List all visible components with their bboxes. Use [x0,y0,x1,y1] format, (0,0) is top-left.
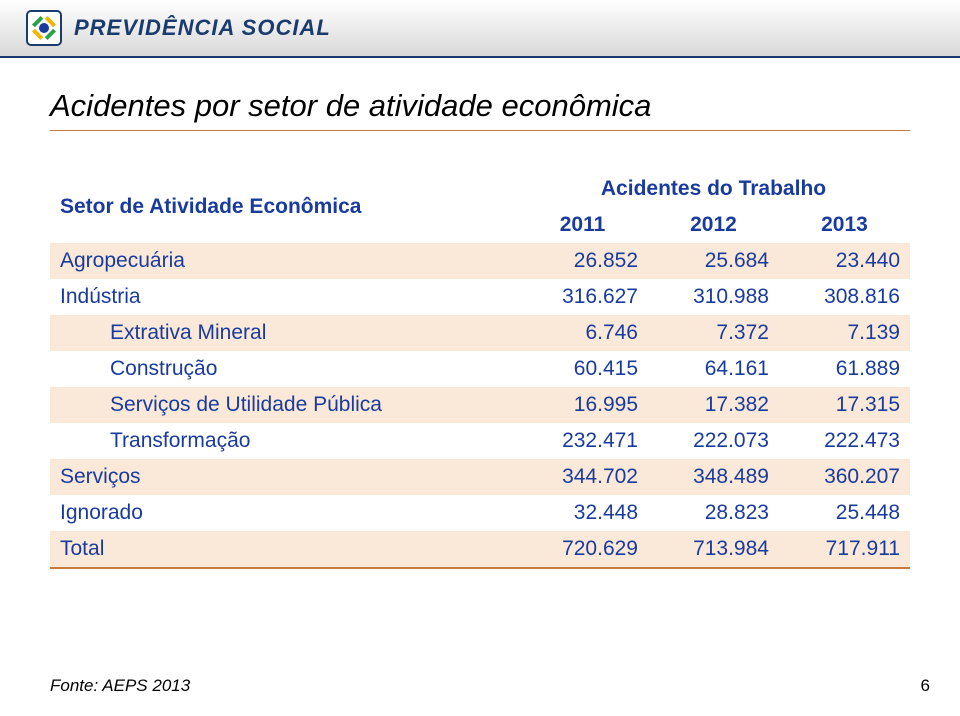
cell-value: 25.448 [779,495,910,531]
th-year-0: 2011 [517,207,648,243]
cell-value: 60.415 [517,351,648,387]
cell-value: 232.471 [517,423,648,459]
cell-value: 17.382 [648,387,779,423]
cell-value: 23.440 [779,243,910,279]
brand-name: PREVIDÊNCIA SOCIAL [74,15,331,41]
cell-value: 6.746 [517,315,648,351]
table-row: Serviços de Utilidade Pública16.99517.38… [50,387,910,423]
row-label: Construção [50,351,517,387]
cell-value: 222.073 [648,423,779,459]
table-row: Transformação232.471222.073222.473 [50,423,910,459]
cell-value: 64.161 [648,351,779,387]
cell-value: 344.702 [517,459,648,495]
th-year-1: 2012 [648,207,779,243]
source-note: Fonte: AEPS 2013 [50,676,190,696]
table-row: Indústria316.627310.988308.816 [50,279,910,315]
th-group: Acidentes do Trabalho [517,171,910,207]
cell-value: 25.684 [648,243,779,279]
row-label: Extrativa Mineral [50,315,517,351]
table-head: Setor de Atividade Econômica Acidentes d… [50,171,910,243]
cell-value: 713.984 [648,531,779,568]
page-number: 6 [921,676,930,696]
row-label: Agropecuária [50,243,517,279]
cell-value: 316.627 [517,279,648,315]
cell-value: 717.911 [779,531,910,568]
cell-value: 32.448 [517,495,648,531]
cell-value: 308.816 [779,279,910,315]
table-row: Serviços344.702348.489360.207 [50,459,910,495]
header-band: PREVIDÊNCIA SOCIAL [0,0,960,58]
row-label: Total [50,531,517,568]
table-body: Agropecuária26.85225.68423.440Indústria3… [50,243,910,568]
row-label: Transformação [50,423,517,459]
cell-value: 348.489 [648,459,779,495]
data-table: Setor de Atividade Econômica Acidentes d… [50,171,910,569]
cell-value: 17.315 [779,387,910,423]
brand-mark-icon [24,8,64,48]
cell-value: 360.207 [779,459,910,495]
cell-value: 26.852 [517,243,648,279]
cell-value: 16.995 [517,387,648,423]
page-title: Acidentes por setor de atividade econômi… [50,88,910,131]
th-sector: Setor de Atividade Econômica [50,171,517,243]
row-label: Serviços de Utilidade Pública [50,387,517,423]
content-area: Acidentes por setor de atividade econômi… [0,58,960,569]
cell-value: 7.372 [648,315,779,351]
cell-value: 28.823 [648,495,779,531]
table-row: Agropecuária26.85225.68423.440 [50,243,910,279]
cell-value: 222.473 [779,423,910,459]
cell-value: 720.629 [517,531,648,568]
row-label: Indústria [50,279,517,315]
cell-value: 310.988 [648,279,779,315]
table-row: Construção60.41564.16161.889 [50,351,910,387]
cell-value: 61.889 [779,351,910,387]
row-label: Ignorado [50,495,517,531]
table-row: Ignorado32.44828.82325.448 [50,495,910,531]
th-year-2: 2013 [779,207,910,243]
table-row: Extrativa Mineral6.7467.3727.139 [50,315,910,351]
cell-value: 7.139 [779,315,910,351]
brand-logo: PREVIDÊNCIA SOCIAL [24,8,331,48]
row-label: Serviços [50,459,517,495]
table-row: Total720.629713.984717.911 [50,531,910,568]
